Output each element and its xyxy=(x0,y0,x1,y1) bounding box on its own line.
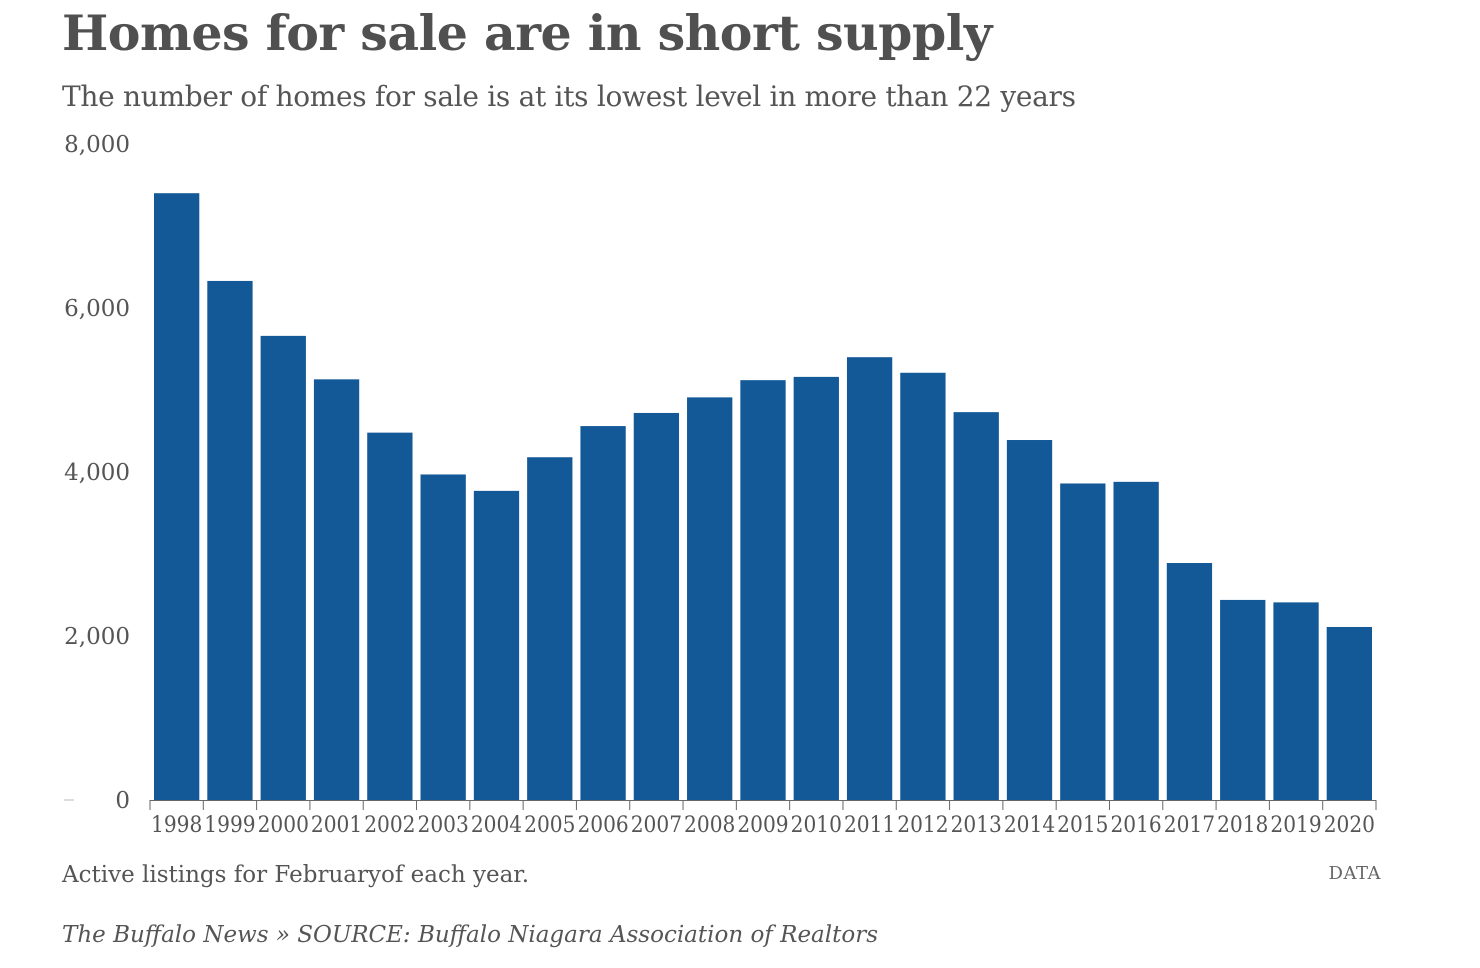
bar-2010[interactable] xyxy=(793,376,839,800)
bar-2001[interactable] xyxy=(313,379,360,800)
bar-2003[interactable] xyxy=(420,474,466,800)
x-tick-label: 2019 xyxy=(1270,813,1321,838)
source-credit: The Buffalo News » SOURCE: Buffalo Niaga… xyxy=(62,922,879,948)
x-tick-label: 2020 xyxy=(1324,813,1375,838)
x-tick-label: 2014 xyxy=(1004,813,1055,838)
bar-2004[interactable] xyxy=(473,490,520,800)
bar-2012[interactable] xyxy=(900,372,946,800)
x-tick-label: 2015 xyxy=(1057,813,1108,838)
x-tick-label: 2016 xyxy=(1110,813,1161,838)
chart-subtitle: The number of homes for sale is at its l… xyxy=(62,80,1076,113)
x-tick-label: 2008 xyxy=(684,813,735,838)
bar-2014[interactable] xyxy=(1006,440,1053,800)
bar-1998[interactable] xyxy=(154,193,200,800)
bar-2019[interactable] xyxy=(1273,602,1319,800)
bar-2009[interactable] xyxy=(740,380,786,800)
x-tick-label: 2011 xyxy=(844,813,895,838)
bar-2017[interactable] xyxy=(1166,563,1213,800)
x-tick-label: 2018 xyxy=(1217,813,1268,838)
bars xyxy=(154,193,1372,800)
bar-2011[interactable] xyxy=(846,357,893,800)
bar-2000[interactable] xyxy=(260,335,306,800)
x-tick-label: 2000 xyxy=(258,813,309,838)
x-tick-label: 1998 xyxy=(151,813,202,838)
x-tick-label: 2010 xyxy=(791,813,842,838)
x-tick-label: 2013 xyxy=(951,813,1002,838)
y-tick-label: 4,000 xyxy=(64,460,130,486)
x-tick-label: 2003 xyxy=(418,813,469,838)
bar-2002[interactable] xyxy=(367,432,413,800)
x-axis: 1998 1999 2000 2001 2002 2003 2004 2005 2006 2007… xyxy=(149,800,1377,838)
x-tick-label: 2001 xyxy=(311,813,362,838)
y-tick-label: 8,000 xyxy=(64,132,130,158)
x-tick-label: 2006 xyxy=(577,813,628,838)
bar-2007[interactable] xyxy=(633,412,680,800)
bar-2006[interactable] xyxy=(580,426,626,800)
bar-1999[interactable] xyxy=(207,280,253,800)
x-tick-label: 2009 xyxy=(737,813,788,838)
bar-2008[interactable] xyxy=(687,397,733,800)
bar-2020[interactable] xyxy=(1326,626,1372,800)
y-tick-label: 0 xyxy=(115,788,130,814)
y-tick-label: 2,000 xyxy=(64,624,130,650)
bar-2005[interactable] xyxy=(527,457,573,800)
data-link[interactable]: DATA xyxy=(1328,863,1381,884)
bar-2015[interactable] xyxy=(1060,483,1106,800)
x-tick-label: 2002 xyxy=(364,813,415,838)
x-tick-label: 2007 xyxy=(631,813,682,838)
chart-note: Active listings for Februaryof each year… xyxy=(62,862,530,888)
bar-2013[interactable] xyxy=(953,412,999,800)
x-tick-label: 2005 xyxy=(524,813,575,838)
x-tick-label: 2017 xyxy=(1164,813,1215,838)
bar-2016[interactable] xyxy=(1113,481,1159,800)
x-tick-label: 1999 xyxy=(204,813,255,838)
bar-2018[interactable] xyxy=(1220,599,1266,800)
chart-title: Homes for sale are in short supply xyxy=(62,4,992,62)
x-tick-label: 2004 xyxy=(471,813,522,838)
y-tick-label: 6,000 xyxy=(64,296,130,322)
x-tick-label: 2012 xyxy=(897,813,948,838)
y-axis: 0 2,000 4,000 6,000 8,000 xyxy=(64,132,130,814)
